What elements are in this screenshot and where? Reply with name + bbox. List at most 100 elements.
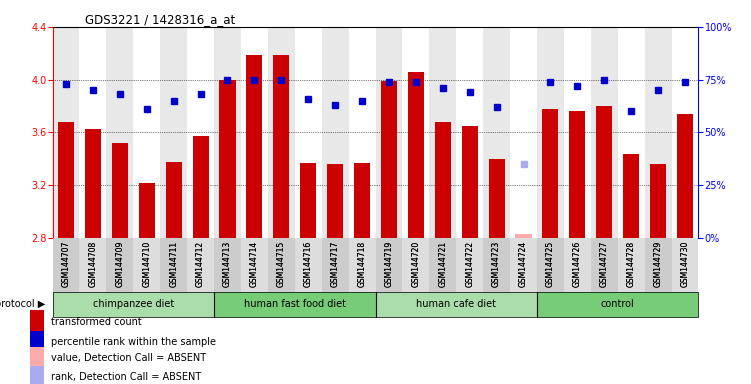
Bar <box>376 238 403 292</box>
Bar <box>542 109 559 238</box>
Text: GSM144713: GSM144713 <box>223 241 232 287</box>
Bar <box>107 27 134 238</box>
Text: GSM144726: GSM144726 <box>573 241 582 287</box>
Bar <box>644 27 671 238</box>
Bar <box>30 331 44 354</box>
Text: percentile rank within the sample: percentile rank within the sample <box>51 337 216 348</box>
Text: GSM144727: GSM144727 <box>600 241 609 287</box>
Bar <box>671 27 698 238</box>
Bar <box>354 163 370 238</box>
Text: human fast food diet: human fast food diet <box>244 299 345 310</box>
Text: GSM144714: GSM144714 <box>250 241 259 287</box>
Bar <box>623 154 639 238</box>
Bar <box>80 27 107 238</box>
Bar <box>462 126 478 238</box>
Bar <box>403 238 430 292</box>
Text: protocol ▶: protocol ▶ <box>0 299 45 310</box>
Text: GSM144710: GSM144710 <box>142 241 151 287</box>
Bar <box>214 292 376 317</box>
Bar <box>430 27 457 238</box>
Text: GSM144708: GSM144708 <box>89 241 98 287</box>
Bar <box>515 234 532 238</box>
Bar <box>246 55 263 238</box>
Text: GSM144728: GSM144728 <box>626 241 635 287</box>
Bar <box>107 238 134 292</box>
Bar <box>537 292 698 317</box>
Text: GSM144725: GSM144725 <box>546 241 555 287</box>
Bar <box>268 238 295 292</box>
Bar <box>187 27 214 238</box>
Bar <box>30 366 44 384</box>
Text: GSM144729: GSM144729 <box>653 241 662 287</box>
Text: GSM144712: GSM144712 <box>196 241 205 287</box>
Bar <box>348 27 376 238</box>
Bar <box>53 292 214 317</box>
Text: GSM144721: GSM144721 <box>439 241 448 287</box>
Bar <box>537 27 564 238</box>
Bar <box>30 310 44 334</box>
Text: rank, Detection Call = ABSENT: rank, Detection Call = ABSENT <box>51 372 201 382</box>
Bar <box>219 80 236 238</box>
Text: GSM144717: GSM144717 <box>330 241 339 287</box>
Bar <box>591 238 617 292</box>
Text: GSM144715: GSM144715 <box>277 241 286 287</box>
Bar <box>112 143 128 238</box>
Text: GSM144729: GSM144729 <box>653 241 662 287</box>
Bar <box>241 27 268 238</box>
Text: GSM144722: GSM144722 <box>465 241 474 287</box>
Bar <box>321 238 348 292</box>
Text: GSM144730: GSM144730 <box>680 241 689 287</box>
Bar <box>677 114 693 238</box>
Text: GSM144723: GSM144723 <box>492 241 501 287</box>
Bar <box>53 238 80 292</box>
Text: GSM144730: GSM144730 <box>680 241 689 287</box>
Text: GSM144708: GSM144708 <box>89 241 98 287</box>
Bar <box>483 27 510 238</box>
Text: GSM144707: GSM144707 <box>62 241 71 287</box>
Bar <box>192 136 209 238</box>
Text: GSM144720: GSM144720 <box>412 241 421 287</box>
Text: GSM144719: GSM144719 <box>385 241 394 287</box>
Text: GSM144724: GSM144724 <box>519 241 528 287</box>
Text: chimpanzee diet: chimpanzee diet <box>92 299 174 310</box>
Bar <box>483 238 510 292</box>
Bar <box>241 238 268 292</box>
Text: GSM144723: GSM144723 <box>492 241 501 287</box>
Bar <box>327 164 343 238</box>
Text: GSM144707: GSM144707 <box>62 241 71 287</box>
Bar <box>53 27 80 238</box>
Bar <box>376 292 537 317</box>
Text: GSM144711: GSM144711 <box>169 241 178 287</box>
Bar <box>85 129 101 238</box>
Bar <box>617 238 644 292</box>
Bar <box>187 238 214 292</box>
Bar <box>30 347 44 370</box>
Bar <box>160 27 187 238</box>
Text: GSM144727: GSM144727 <box>600 241 609 287</box>
Text: human cafe diet: human cafe diet <box>416 299 496 310</box>
Text: transformed count: transformed count <box>51 317 142 327</box>
Bar <box>457 27 483 238</box>
Bar <box>644 238 671 292</box>
Bar <box>408 72 424 238</box>
Bar <box>376 27 403 238</box>
Text: value, Detection Call = ABSENT: value, Detection Call = ABSENT <box>51 353 207 364</box>
Text: GSM144711: GSM144711 <box>169 241 178 287</box>
Text: GSM144720: GSM144720 <box>412 241 421 287</box>
Bar <box>671 238 698 292</box>
Bar <box>650 164 666 238</box>
Bar <box>80 238 107 292</box>
Text: GSM144712: GSM144712 <box>196 241 205 287</box>
Bar <box>273 55 289 238</box>
Bar <box>564 238 591 292</box>
Text: GSM144709: GSM144709 <box>116 241 125 287</box>
Bar <box>214 27 241 238</box>
Bar <box>300 163 316 238</box>
Text: GSM144713: GSM144713 <box>223 241 232 287</box>
Bar <box>510 27 537 238</box>
Bar <box>268 27 295 238</box>
Bar <box>457 238 483 292</box>
Bar <box>596 106 612 238</box>
Bar <box>591 27 618 238</box>
Bar <box>160 238 187 292</box>
